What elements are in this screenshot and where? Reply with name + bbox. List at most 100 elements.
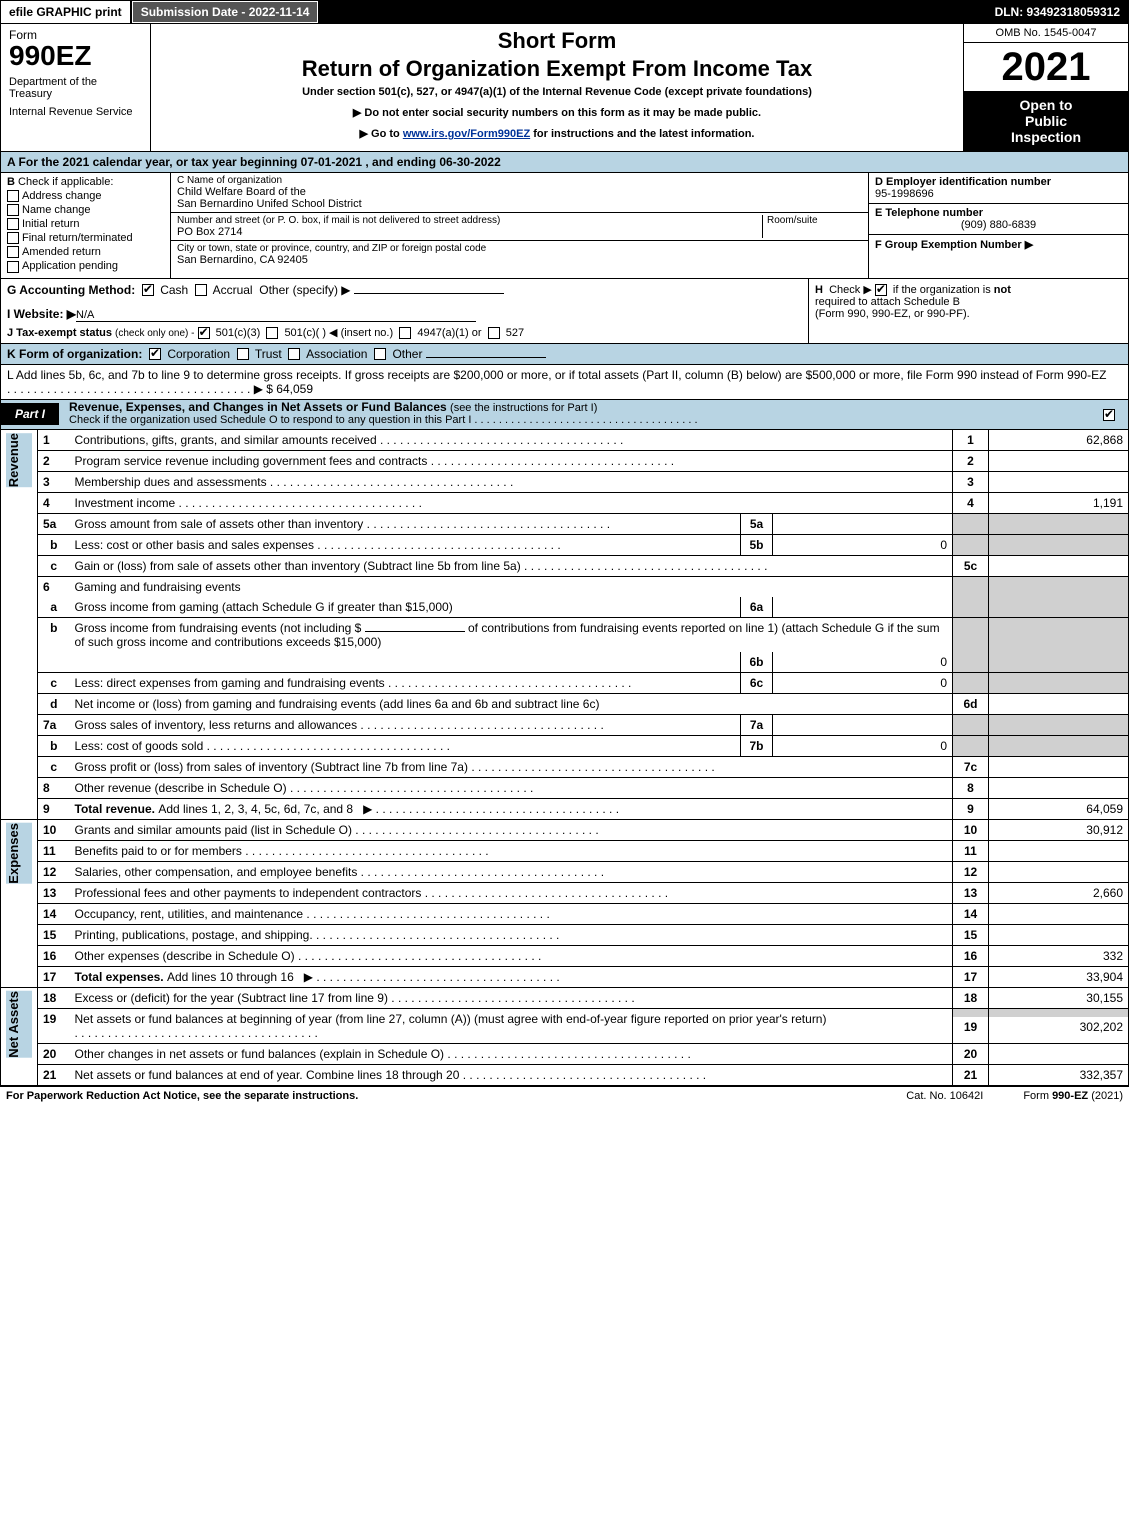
- line-11-num: 11: [38, 840, 70, 861]
- line-6-num: 6: [38, 576, 70, 597]
- check-4947[interactable]: [399, 327, 411, 339]
- line-5b-mininum: 5b: [741, 534, 773, 555]
- line-16-boxnum: 16: [953, 945, 989, 966]
- line-18-desc: Excess or (deficit) for the year (Subtra…: [75, 991, 388, 1005]
- line-16-num: 16: [38, 945, 70, 966]
- line-6-desc: Gaming and fundraising events: [75, 580, 241, 594]
- line-6d-num: d: [38, 693, 70, 714]
- check-initial-return[interactable]: Initial return: [7, 218, 164, 230]
- accounting-method-label: G Accounting Method:: [7, 283, 135, 297]
- open-line3: Inspection: [968, 129, 1124, 145]
- section-b: B Check if applicable: Address change Na…: [1, 173, 171, 278]
- check-final-return[interactable]: Final return/terminated: [7, 232, 164, 244]
- form-header: Form 990EZ Department of the Treasury In…: [0, 24, 1129, 152]
- h-letter: H: [815, 284, 823, 296]
- line-4-amount: 1,191: [989, 492, 1129, 513]
- line-7a-mininum: 7a: [741, 714, 773, 735]
- line-5a-num: 5a: [38, 513, 70, 534]
- line-5b-amt-shaded: [989, 534, 1129, 555]
- open-to-public: Open to Public Inspection: [964, 91, 1128, 151]
- line-20-num: 20: [38, 1043, 70, 1064]
- revenue-sidebar: Revenue: [6, 433, 32, 487]
- line-4-boxnum: 4: [953, 492, 989, 513]
- line-17-desc-bold: Total expenses.: [75, 970, 167, 984]
- net-assets-sidebar: Net Assets: [6, 991, 32, 1058]
- opt-501c: 501(c)( ) ◀ (insert no.): [284, 327, 393, 339]
- section-l: L Add lines 5b, 6c, and 7b to line 9 to …: [0, 365, 1129, 400]
- line-6c-desc: Less: direct expenses from gaming and fu…: [75, 676, 385, 690]
- org-city-block: City or town, state or province, country…: [171, 241, 868, 268]
- check-501c[interactable]: [266, 327, 278, 339]
- line-13-boxnum: 13: [953, 882, 989, 903]
- check-schedule-b-not-required[interactable]: [875, 284, 887, 296]
- line-5b-desc: Less: cost or other basis and sales expe…: [75, 538, 314, 552]
- check-trust[interactable]: [237, 348, 249, 360]
- check-amended-return[interactable]: Amended return: [7, 246, 164, 258]
- section-def: D Employer identification number 95-1998…: [868, 173, 1128, 278]
- website-value: N/A: [76, 309, 476, 322]
- line-13-desc: Professional fees and other payments to …: [75, 886, 422, 900]
- address-label: Number and street (or P. O. box, if mail…: [177, 215, 762, 226]
- expenses-table: Expenses 10 Grants and similar amounts p…: [0, 820, 1129, 988]
- line-18-num: 18: [38, 988, 70, 1009]
- line-6a-amt-shaded: [989, 597, 1129, 618]
- check-association[interactable]: [288, 348, 300, 360]
- line-2-num: 2: [38, 450, 70, 471]
- opt-corporation: Corporation: [167, 347, 230, 361]
- opt-address-change: Address change: [22, 190, 102, 202]
- part-1-sub: Check if the organization used Schedule …: [69, 414, 698, 426]
- line-15-desc: Printing, publications, postage, and shi…: [75, 928, 313, 942]
- line-20-boxnum: 20: [953, 1043, 989, 1064]
- line-6c-box-shaded: [953, 672, 989, 693]
- line-5c-num: c: [38, 555, 70, 576]
- check-527[interactable]: [488, 327, 500, 339]
- line-6-box-shaded: [953, 576, 989, 597]
- check-accrual[interactable]: [195, 284, 207, 296]
- line-10-desc: Grants and similar amounts paid (list in…: [75, 823, 352, 837]
- line-6b-num: b: [38, 617, 70, 672]
- phone-value: (909) 880-6839: [875, 219, 1122, 231]
- line-19-amt-shaded: [989, 1008, 1129, 1016]
- form-number: 990EZ: [9, 42, 142, 70]
- line-14-boxnum: 14: [953, 903, 989, 924]
- check-other-org[interactable]: [374, 348, 386, 360]
- section-d: D Employer identification number 95-1998…: [869, 173, 1128, 204]
- line-5c-boxnum: 5c: [953, 555, 989, 576]
- line-18-amount: 30,155: [989, 988, 1129, 1009]
- line-7b-miniamt: 0: [773, 735, 953, 756]
- check-501c3[interactable]: [198, 327, 210, 339]
- check-address-change[interactable]: Address change: [7, 190, 164, 202]
- irs-link[interactable]: www.irs.gov/Form990EZ: [403, 128, 530, 140]
- check-corporation[interactable]: [149, 348, 161, 360]
- line-6b-mininum: 6b: [741, 652, 773, 673]
- line-7c-desc: Gross profit or (loss) from sales of inv…: [75, 760, 468, 774]
- org-name-label: C Name of organization: [177, 175, 862, 186]
- line-5a-miniamt: [773, 513, 953, 534]
- line-2-amount: [989, 450, 1129, 471]
- line-6b-amt-shaded: [989, 617, 1129, 652]
- line-13-amount: 2,660: [989, 882, 1129, 903]
- line-9-num: 9: [38, 798, 70, 819]
- line-11-boxnum: 11: [953, 840, 989, 861]
- line-7b-amt-shaded: [989, 735, 1129, 756]
- line-21-num: 21: [38, 1064, 70, 1085]
- line-6a-desc: Gross income from gaming (attach Schedul…: [75, 600, 453, 614]
- h-check-label: Check ▶: [829, 284, 872, 296]
- section-l-text: L Add lines 5b, 6c, and 7b to line 9 to …: [7, 368, 1106, 382]
- line-10-boxnum: 10: [953, 820, 989, 841]
- line-7c-boxnum: 7c: [953, 756, 989, 777]
- efile-print-label[interactable]: efile GRAPHIC print: [1, 1, 130, 23]
- check-cash[interactable]: [142, 284, 154, 296]
- line-2-desc: Program service revenue including govern…: [75, 454, 428, 468]
- check-application-pending[interactable]: Application pending: [7, 260, 164, 272]
- line-6-amt-shaded: [989, 576, 1129, 597]
- opt-application-pending: Application pending: [22, 260, 118, 272]
- check-if-applicable-label: Check if applicable:: [18, 176, 113, 188]
- city-value: San Bernardino, CA 92405: [177, 254, 862, 266]
- h-text2: if the organization is: [893, 284, 994, 296]
- form-ref-bold: 990-EZ: [1052, 1090, 1088, 1102]
- check-name-change[interactable]: Name change: [7, 204, 164, 216]
- line-9-desc: Add lines 1, 2, 3, 4, 5c, 6d, 7c, and 8: [158, 802, 353, 816]
- check-schedule-o-used[interactable]: [1103, 409, 1115, 421]
- line-19-desc: Net assets or fund balances at beginning…: [75, 1012, 827, 1026]
